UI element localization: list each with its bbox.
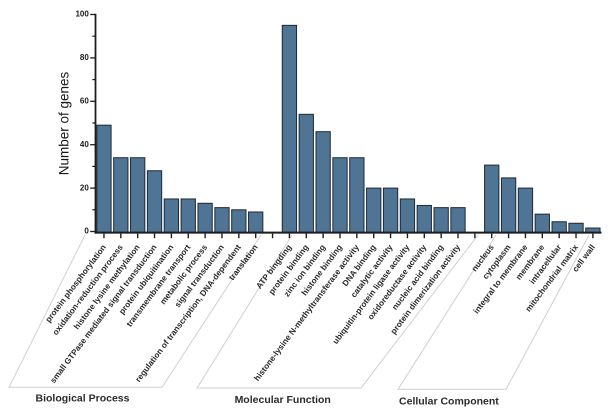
svg-text:Molecular Function: Molecular Function (235, 394, 331, 406)
svg-text:Number of genes: Number of genes (57, 71, 72, 175)
svg-text:40: 40 (80, 140, 89, 149)
svg-text:80: 80 (80, 53, 89, 62)
svg-text:Biological Process: Biological Process (36, 392, 130, 404)
svg-text:60: 60 (80, 97, 89, 106)
svg-text:0: 0 (84, 227, 89, 236)
svg-text:20: 20 (80, 183, 89, 192)
svg-text:Cellular Component: Cellular Component (399, 395, 499, 407)
svg-text:100: 100 (75, 10, 89, 19)
